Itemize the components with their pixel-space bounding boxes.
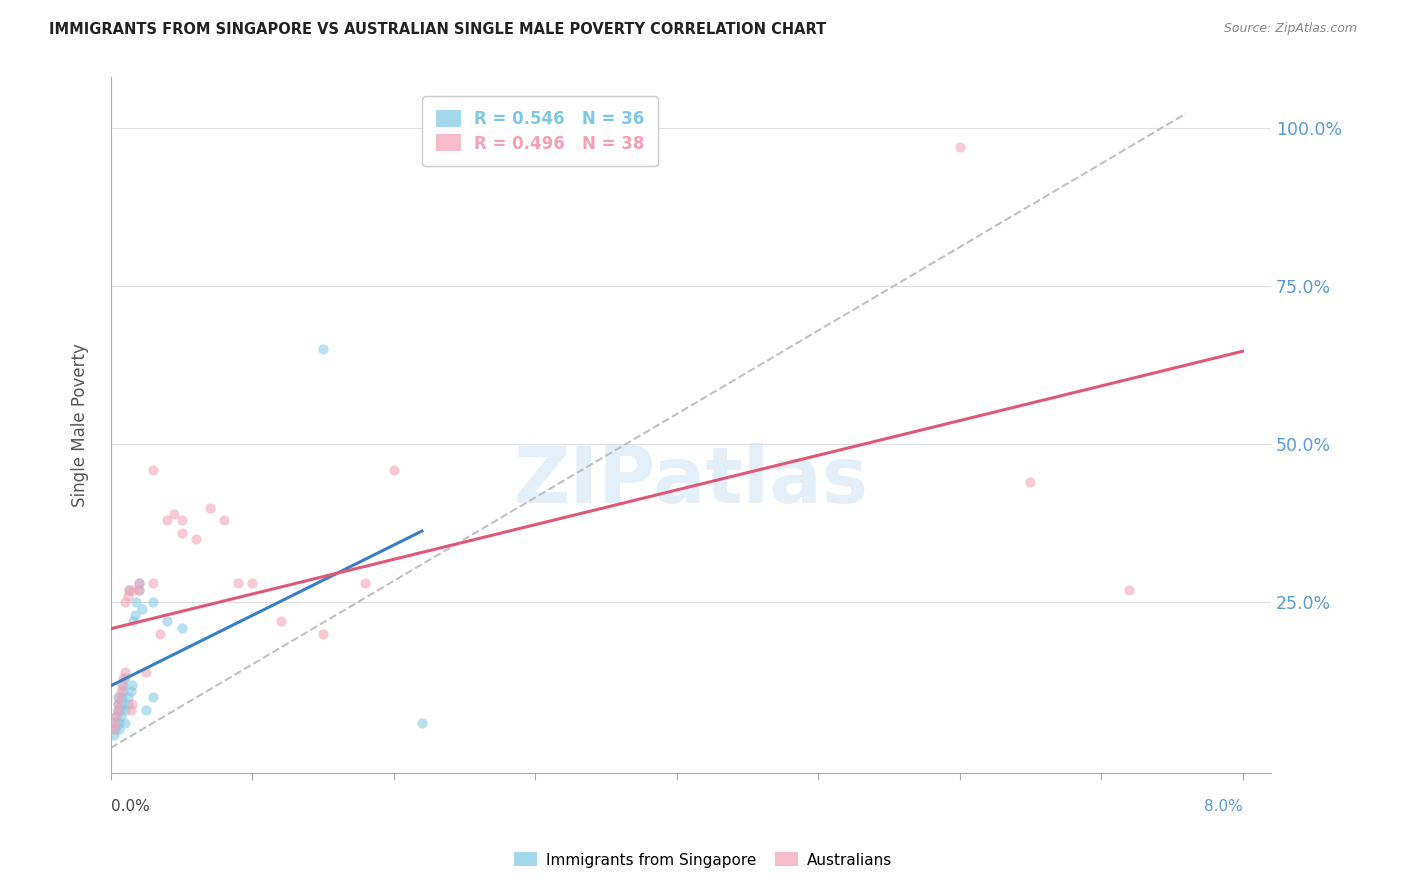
Point xyxy=(240,576,263,591)
Point xyxy=(107,697,129,711)
Text: IMMIGRANTS FROM SINGAPORE VS AUSTRALIAN SINGLE MALE POVERTY CORRELATION CHART: IMMIGRANTS FROM SINGAPORE VS AUSTRALIAN … xyxy=(49,22,827,37)
Point xyxy=(120,684,142,698)
Point xyxy=(411,715,433,730)
Point xyxy=(142,595,165,609)
Point xyxy=(108,715,131,730)
Text: 0.0%: 0.0% xyxy=(111,799,149,814)
Point xyxy=(135,703,157,717)
Legend: R = 0.546   N = 36, R = 0.496   N = 38: R = 0.546 N = 36, R = 0.496 N = 38 xyxy=(422,96,658,166)
Point xyxy=(114,703,136,717)
Point xyxy=(112,678,135,692)
Point xyxy=(121,697,143,711)
Point xyxy=(124,608,146,623)
Point xyxy=(128,582,150,597)
Text: ZIPatlas: ZIPatlas xyxy=(513,443,869,519)
Point xyxy=(142,690,165,705)
Text: 8.0%: 8.0% xyxy=(1204,799,1243,814)
Point xyxy=(114,595,136,609)
Point xyxy=(108,722,131,736)
Text: Source: ZipAtlas.com: Source: ZipAtlas.com xyxy=(1223,22,1357,36)
Point xyxy=(170,525,193,540)
Point xyxy=(128,576,150,591)
Point xyxy=(120,703,142,717)
Point xyxy=(110,703,132,717)
Point xyxy=(170,513,193,527)
Point xyxy=(354,576,377,591)
Point xyxy=(1019,475,1042,490)
Point xyxy=(149,627,172,641)
Point xyxy=(107,703,129,717)
Point xyxy=(114,665,136,679)
Point xyxy=(270,615,292,629)
Point xyxy=(198,500,221,515)
Point xyxy=(103,722,125,736)
Point xyxy=(104,722,127,736)
Point xyxy=(118,582,141,597)
Point xyxy=(117,697,139,711)
Point xyxy=(112,671,135,685)
Point xyxy=(142,462,165,476)
Point xyxy=(122,615,145,629)
Point xyxy=(105,709,128,723)
Point xyxy=(110,709,132,723)
Point xyxy=(382,462,405,476)
Point xyxy=(1118,582,1140,597)
Point xyxy=(142,576,165,591)
Point xyxy=(156,615,179,629)
Point xyxy=(156,513,179,527)
Point xyxy=(312,627,335,641)
Point xyxy=(121,678,143,692)
Point xyxy=(111,697,134,711)
Point xyxy=(128,576,150,591)
Point xyxy=(163,507,186,521)
Point xyxy=(226,576,249,591)
Point xyxy=(107,690,129,705)
Point xyxy=(111,690,134,705)
Point xyxy=(118,582,141,597)
Point xyxy=(125,595,148,609)
Point xyxy=(114,671,136,685)
Point xyxy=(117,589,139,603)
Point xyxy=(117,690,139,705)
Point xyxy=(128,582,150,597)
Point xyxy=(184,532,207,546)
Point xyxy=(107,703,129,717)
Point xyxy=(103,728,125,742)
Point xyxy=(104,715,127,730)
Point xyxy=(312,343,335,357)
Point xyxy=(131,601,153,615)
Y-axis label: Single Male Poverty: Single Male Poverty xyxy=(72,343,89,508)
Point xyxy=(114,715,136,730)
Point xyxy=(112,684,135,698)
Point xyxy=(948,140,970,154)
Point xyxy=(105,709,128,723)
Point xyxy=(107,697,129,711)
Point xyxy=(108,690,131,705)
Point xyxy=(135,665,157,679)
Point xyxy=(170,621,193,635)
Point xyxy=(122,582,145,597)
Point xyxy=(105,715,128,730)
Point xyxy=(111,678,134,692)
Legend: Immigrants from Singapore, Australians: Immigrants from Singapore, Australians xyxy=(508,847,898,873)
Point xyxy=(212,513,235,527)
Point xyxy=(110,684,132,698)
